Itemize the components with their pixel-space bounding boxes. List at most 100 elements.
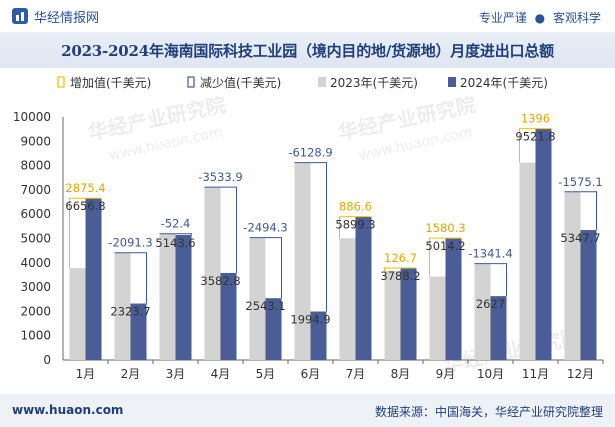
y-tick-label: 10000 xyxy=(13,110,51,124)
bar-2024 xyxy=(445,238,462,360)
x-tick-label: 10月 xyxy=(477,367,504,381)
value-label-2024: 5899.3 xyxy=(335,218,375,232)
change-label: -6128.9 xyxy=(288,146,332,160)
legend-swatch-increase xyxy=(57,76,65,88)
legend-label: 2023年(千美元) xyxy=(330,76,418,90)
footer: www.huaon.com 数据来源：中国海关，华经产业研究院整理 xyxy=(0,394,615,427)
y-tick-label: 5000 xyxy=(20,232,51,246)
bar-2023 xyxy=(249,237,266,360)
change-label: -2091.3 xyxy=(108,236,152,250)
bar-2023 xyxy=(519,162,536,360)
increase-marker xyxy=(69,197,102,269)
decrease-marker xyxy=(159,233,192,236)
x-tick-label: 9月 xyxy=(436,367,456,381)
legend-swatch-2024 xyxy=(448,77,456,87)
bar-2024 xyxy=(310,311,327,360)
x-tick-label: 7月 xyxy=(346,367,366,381)
x-tick-label: 1月 xyxy=(76,367,96,381)
y-tick-label: 4000 xyxy=(20,256,51,270)
decrease-marker xyxy=(294,162,327,312)
y-tick-label: 9000 xyxy=(20,134,51,148)
chart-title: 2023-2024年海南国际科技工业园（境内目的地/货源地）月度进出口总额 xyxy=(61,42,554,60)
decrease-marker xyxy=(114,252,147,304)
bar-2024 xyxy=(490,296,507,360)
y-tick-label: 6000 xyxy=(20,207,51,221)
tagline-right: 客观科学 xyxy=(552,11,601,25)
bar-2023 xyxy=(384,271,401,360)
bar-2023 xyxy=(159,233,176,360)
brand-logo-icon xyxy=(12,8,28,24)
y-tick-label: 8000 xyxy=(20,159,51,173)
bar-2023 xyxy=(69,268,86,360)
legend-label: 增加值(千美元) xyxy=(70,75,151,90)
bar-2024 xyxy=(355,216,372,360)
change-label: -3533.9 xyxy=(198,170,242,184)
legend-label: 减少值(千美元) xyxy=(200,75,281,90)
increase-marker xyxy=(339,216,372,239)
value-label-2024: 2543.1 xyxy=(245,299,285,313)
change-label: -52.4 xyxy=(161,217,191,231)
bar-2024 xyxy=(580,230,597,360)
bar-2024 xyxy=(130,303,147,360)
change-label: 2875.4 xyxy=(65,181,105,195)
tagline-separator: ● xyxy=(534,11,546,25)
title-bar: 2023-2024年海南国际科技工业园（境内目的地/货源地）月度进出口总额 xyxy=(0,32,615,68)
bar-2023 xyxy=(339,238,356,360)
brand-name: 华经情报网 xyxy=(34,10,100,26)
bar-2023 xyxy=(564,191,581,360)
bar-2023 xyxy=(474,263,491,360)
footer-source: 数据来源：中国海关，华经产业研究院整理 xyxy=(374,405,603,419)
value-label-2024: 1994.9 xyxy=(290,313,330,327)
x-tick-label: 12月 xyxy=(567,367,594,381)
legend-label: 2024年(千美元) xyxy=(460,76,548,90)
bar-2024 xyxy=(400,267,417,360)
increase-marker xyxy=(519,128,552,163)
change-label: 126.7 xyxy=(384,251,417,265)
y-tick-label: 3000 xyxy=(20,280,51,294)
value-label-2024: 9521.8 xyxy=(515,130,555,144)
y-tick-label: 7000 xyxy=(20,183,51,197)
x-tick-label: 11月 xyxy=(522,367,549,381)
change-label: -1341.4 xyxy=(468,247,512,261)
change-label: 1396 xyxy=(521,112,550,126)
change-label: -1575.1 xyxy=(558,175,602,189)
change-label: 886.6 xyxy=(339,200,372,214)
bar-2023 xyxy=(294,162,311,360)
bar-2024 xyxy=(535,128,552,360)
decrease-marker xyxy=(249,237,282,299)
value-label-2024: 3788.2 xyxy=(380,269,420,283)
legend-swatch-2023 xyxy=(318,77,326,87)
bar-2023 xyxy=(429,276,446,360)
change-label: 1580.3 xyxy=(425,221,465,235)
decrease-marker xyxy=(204,186,237,273)
y-tick-label: 2000 xyxy=(20,304,51,318)
bar-2023 xyxy=(114,252,131,360)
change-label: -2494.3 xyxy=(243,221,287,235)
bar-2024 xyxy=(265,298,282,360)
brand: 华经情报网 xyxy=(12,7,100,26)
x-tick-label: 5月 xyxy=(256,367,276,381)
value-label-2024: 5014.2 xyxy=(425,239,465,253)
value-label-2024: 6656.8 xyxy=(65,199,105,213)
watermark-cn: 华经产业研究院 xyxy=(441,324,583,377)
value-label-2024: 3582.8 xyxy=(200,274,240,288)
top-bar: 华经情报网 专业严谨 ● 客观科学 xyxy=(0,0,615,32)
increase-marker xyxy=(429,237,462,277)
tagline-left: 专业严谨 xyxy=(478,11,527,25)
x-tick-label: 3月 xyxy=(166,367,186,381)
x-tick-label: 8月 xyxy=(391,367,411,381)
y-tick-label: 1000 xyxy=(20,329,51,343)
bar-2024 xyxy=(175,235,192,360)
value-label-2024: 2627 xyxy=(476,297,505,311)
x-tick-label: 2月 xyxy=(121,367,141,381)
value-label-2024: 5347.7 xyxy=(560,231,600,245)
increase-marker xyxy=(384,267,417,272)
x-tick-label: 6月 xyxy=(301,367,321,381)
bar-2024 xyxy=(85,198,102,360)
footer-website: www.huaon.com xyxy=(12,403,124,417)
decrease-marker xyxy=(474,263,507,297)
x-tick-label: 4月 xyxy=(211,367,231,381)
bar-2024 xyxy=(220,272,237,360)
value-label-2024: 2323.7 xyxy=(110,305,150,319)
